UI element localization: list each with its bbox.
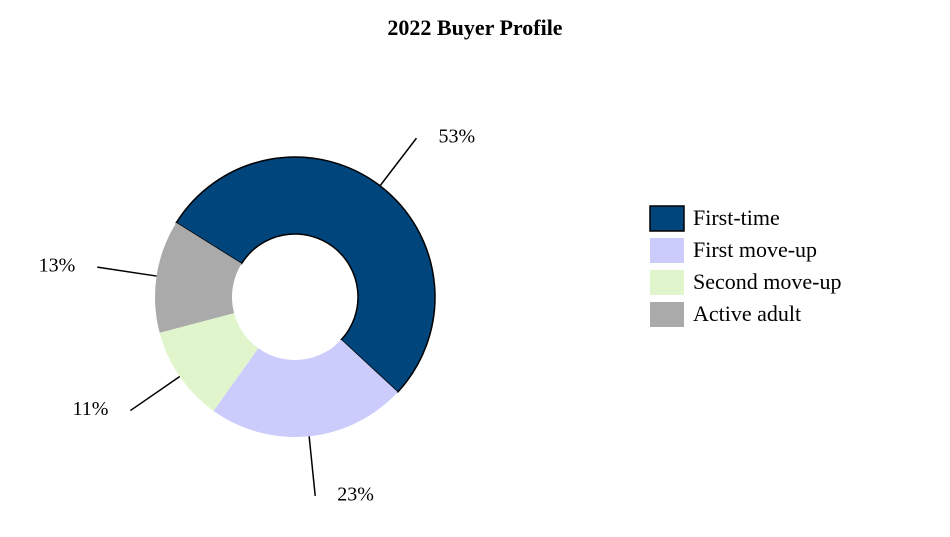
- chart-title: 2022 Buyer Profile: [387, 15, 562, 40]
- legend-label: Second move-up: [693, 269, 841, 294]
- legend-label: Active adult: [693, 301, 801, 326]
- data-label: 13%: [39, 255, 76, 277]
- legend-label: First move-up: [693, 237, 817, 262]
- leader-line: [379, 137, 418, 187]
- data-label: 11%: [72, 398, 108, 420]
- leader-line: [97, 266, 157, 277]
- slice: [159, 313, 259, 411]
- legend-swatch: [650, 270, 684, 295]
- data-label: 23%: [337, 484, 374, 506]
- leader-line: [129, 375, 181, 412]
- slice: [213, 339, 398, 437]
- slice: [155, 222, 242, 333]
- legend-label: First-time: [693, 205, 780, 230]
- leader-line: [308, 436, 316, 497]
- legend-swatch: [649, 205, 685, 232]
- legend-swatch: [650, 238, 684, 263]
- legend-swatch: [650, 302, 684, 327]
- data-label: 53%: [438, 126, 475, 148]
- slice: [175, 156, 436, 394]
